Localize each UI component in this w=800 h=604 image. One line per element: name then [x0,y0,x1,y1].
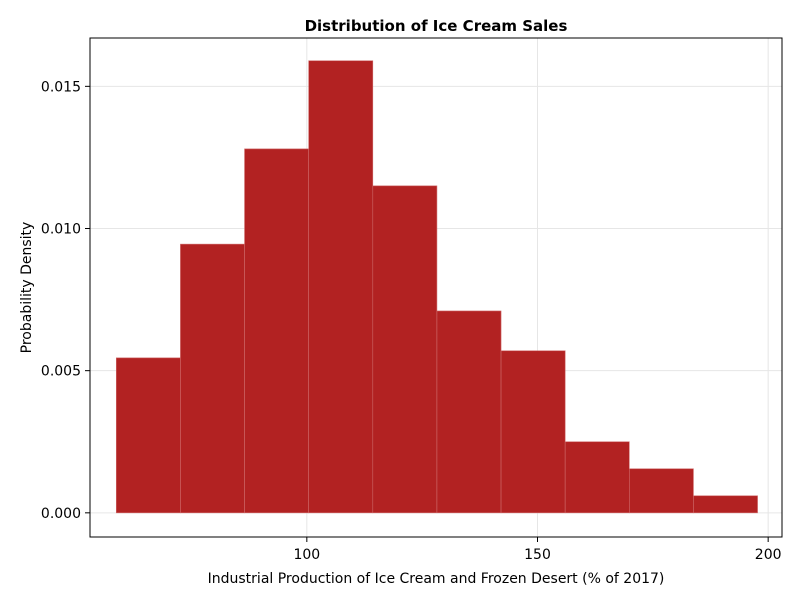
x-tick-label: 200 [755,547,782,563]
histogram-bar [244,148,309,514]
y-tick-label: 0.015 [41,79,81,95]
x-tick-label: 150 [524,547,551,563]
histogram-bar [693,495,758,514]
histogram-bar [628,468,694,514]
histogram-bar [436,310,502,514]
x-tick-label: 100 [293,547,320,563]
ticks: 100 150 200 0.000 0.005 0.010 0.015 [41,79,782,563]
y-tick-label: 0.010 [41,222,81,238]
y-tick-label: 0.005 [41,364,81,380]
bars [115,60,758,514]
histogram-bar [564,441,630,514]
y-axis-label: Probability Density [19,222,35,354]
plot-frame [89,37,783,538]
y-tick-label: 0.000 [41,506,81,522]
chart-title: Distribution of Ice Cream Sales [305,17,568,35]
histogram-bar [308,60,374,514]
histogram-bar [180,243,245,514]
histogram-bar [115,357,181,514]
histogram-bar [500,350,566,514]
x-axis-label: Industrial Production of Ice Cream and F… [208,571,665,587]
histogram-bar [372,185,438,514]
